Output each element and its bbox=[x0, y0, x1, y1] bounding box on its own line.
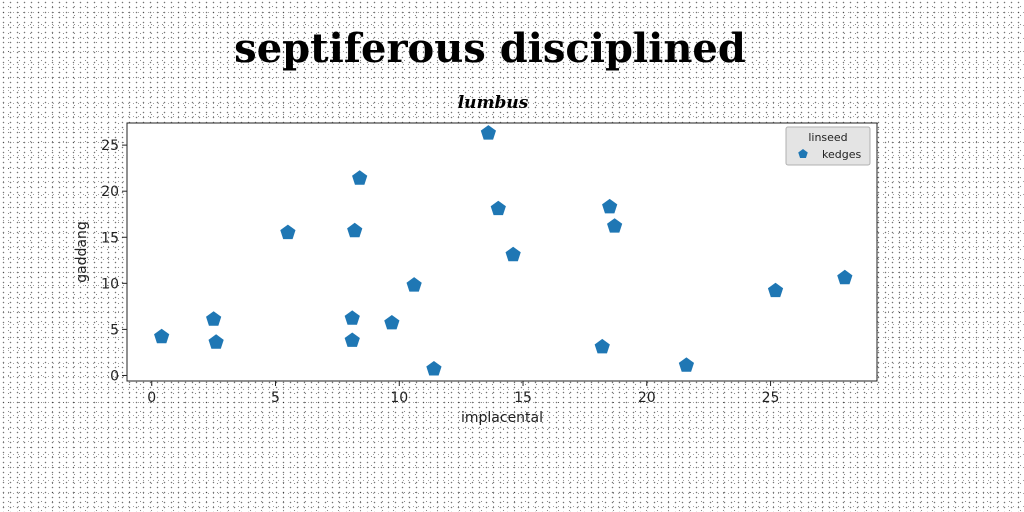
data-point bbox=[837, 269, 853, 285]
data-point bbox=[678, 357, 695, 372]
data-point bbox=[594, 338, 610, 354]
data-point bbox=[352, 170, 368, 185]
y-tick-label: 15 bbox=[101, 230, 119, 246]
legend-title: linseed bbox=[808, 131, 847, 144]
data-point bbox=[344, 310, 360, 325]
y-axis: 0 5 10 15 20 25 bbox=[101, 138, 127, 384]
x-tick-label: 20 bbox=[638, 390, 656, 406]
data-point bbox=[767, 282, 784, 298]
data-points bbox=[154, 125, 853, 376]
data-point bbox=[426, 361, 442, 376]
chart-subtitle: lumbus bbox=[458, 93, 529, 113]
data-point bbox=[280, 224, 296, 240]
data-point bbox=[208, 334, 224, 349]
x-tick-label: 10 bbox=[390, 390, 408, 406]
data-point bbox=[490, 200, 506, 216]
chart-title: septiferous disciplined bbox=[234, 25, 746, 72]
legend-marker-shape bbox=[798, 149, 808, 159]
x-tick-label: 25 bbox=[762, 390, 780, 406]
y-tick-label: 25 bbox=[101, 138, 119, 154]
legend-box bbox=[785, 126, 871, 166]
x-tick-label: 0 bbox=[147, 390, 156, 406]
data-point bbox=[406, 277, 422, 292]
data-point bbox=[480, 125, 496, 140]
x-axis-label: implacental bbox=[461, 410, 543, 426]
y-tick-label: 10 bbox=[101, 276, 119, 292]
data-point bbox=[607, 218, 623, 233]
data-point bbox=[154, 328, 170, 344]
data-point bbox=[505, 246, 521, 262]
data-point bbox=[602, 198, 618, 214]
y-tick-label: 0 bbox=[110, 368, 119, 384]
x-tick-label: 5 bbox=[271, 390, 280, 406]
data-point bbox=[206, 311, 222, 326]
legend-label-kedges: kedges bbox=[822, 148, 861, 161]
plot-area bbox=[126, 122, 878, 382]
y-tick-label: 5 bbox=[110, 322, 119, 338]
data-point bbox=[344, 332, 360, 347]
y-tick-label: 20 bbox=[101, 184, 119, 200]
x-axis: 0 5 10 15 20 25 bbox=[147, 381, 779, 406]
legend-marker-kedges bbox=[798, 149, 808, 159]
legend: linseed kedges bbox=[785, 126, 871, 166]
data-point bbox=[384, 314, 400, 330]
x-tick-label: 15 bbox=[514, 390, 532, 406]
data-point bbox=[347, 222, 363, 238]
y-axis-label: gaddang bbox=[74, 221, 90, 283]
